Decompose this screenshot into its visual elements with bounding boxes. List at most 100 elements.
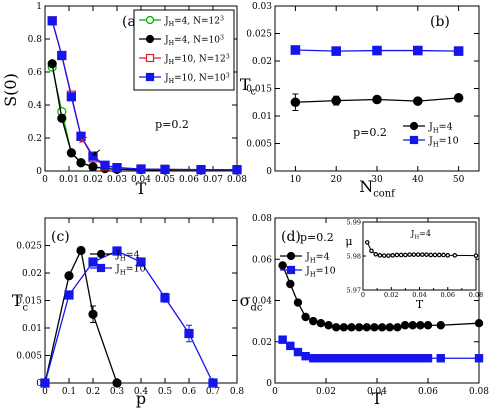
- data-point: [408, 321, 417, 330]
- legend-label-sub: H: [433, 126, 439, 134]
- x-tick-label: 0.08: [469, 291, 483, 299]
- x-tick-label: 0.08: [227, 175, 247, 185]
- data-point: [473, 253, 479, 258]
- data-point: [290, 97, 301, 108]
- legend-marker: [145, 15, 155, 25]
- legend-label-sub: H: [310, 256, 316, 264]
- series-0: [278, 261, 484, 332]
- y-tick-label: 0.015: [16, 297, 42, 307]
- data-point: [373, 252, 379, 257]
- data-point: [160, 164, 170, 174]
- legend-marker: [409, 121, 419, 131]
- data-point: [347, 323, 356, 332]
- data-point: [420, 252, 425, 257]
- x-tick-label: 0.01: [59, 175, 79, 185]
- legend-label-main: J: [164, 55, 169, 65]
- legend-label-sub: H: [169, 40, 175, 47]
- y-tick-label: 0.4: [28, 101, 43, 111]
- x-tick-label: 0.04: [367, 387, 387, 397]
- legend-marker: [96, 249, 106, 259]
- y-tick-label: 0: [266, 379, 272, 389]
- data-point: [393, 354, 402, 363]
- arrow-head: [79, 138, 84, 143]
- data-point: [370, 354, 379, 363]
- series-0: [290, 93, 464, 111]
- data-point: [369, 248, 374, 254]
- data-point: [416, 321, 425, 330]
- legend-label: JH=10: [305, 266, 336, 279]
- data-point: [293, 298, 303, 307]
- legend-label-sub: H: [120, 268, 126, 276]
- data-point: [64, 271, 74, 281]
- legend: JH=4JH=10: [280, 252, 336, 279]
- y-tick-label: 0.015: [246, 85, 272, 95]
- data-point: [136, 257, 146, 267]
- legend-label-sub: H: [169, 78, 175, 85]
- x-tick-label: 10: [290, 175, 302, 185]
- y-tick-label: 0.005: [16, 352, 42, 362]
- legend-label: JH=4: [305, 252, 330, 265]
- data-point: [40, 378, 50, 388]
- data-point: [324, 321, 333, 330]
- data-point: [88, 162, 98, 172]
- data-point: [286, 279, 295, 289]
- series-1: [290, 45, 464, 56]
- data-point: [453, 93, 464, 103]
- y-tick-label: 0.025: [16, 242, 42, 252]
- data-point: [393, 323, 402, 332]
- series-line: [44, 250, 214, 384]
- legend-label-rest: =10, N=10: [174, 74, 226, 84]
- data-point: [76, 158, 86, 168]
- data-point: [424, 252, 429, 257]
- data-point: [112, 378, 122, 388]
- legend-label: JH=4, N=123: [164, 15, 224, 28]
- series-1: [40, 246, 218, 388]
- data-point: [400, 321, 410, 330]
- data-point: [160, 293, 170, 303]
- legend-label-rest: =4: [439, 122, 453, 133]
- legend-label: JH=10: [428, 136, 459, 149]
- legend-marker: [145, 72, 155, 82]
- data-point: [316, 318, 326, 328]
- y-tick-label: 0: [266, 167, 272, 177]
- ann-rest: =4: [419, 229, 431, 238]
- data-point: [66, 148, 77, 158]
- data-point: [436, 321, 445, 330]
- data-point: [354, 354, 364, 363]
- x-tick-label: 0.02: [83, 175, 103, 185]
- legend-marker: [145, 34, 155, 44]
- x-axis-label: T: [372, 389, 383, 408]
- x-tick-label: 50: [453, 175, 465, 185]
- data-point: [232, 165, 242, 175]
- legend-label-main: J: [428, 136, 433, 147]
- ann-sub: H: [414, 235, 419, 241]
- legend-label: JH=10, N=123: [164, 53, 230, 66]
- y-tick-label: 0.01: [22, 324, 42, 334]
- legend-label: JH=10, N=103: [164, 72, 230, 85]
- data-point: [100, 160, 110, 170]
- x-tick-label: 0.04: [412, 291, 426, 299]
- x-tick-label: 0: [42, 387, 48, 397]
- data-point: [394, 252, 400, 258]
- data-point: [398, 252, 404, 258]
- y-axis-label: Tc: [240, 75, 257, 97]
- legend-label-main: J: [305, 252, 310, 263]
- inset-mu: 0 0.02 0.04 0.06 0.08 5.97 5.98 5.99 Tμ JH=4: [345, 219, 483, 312]
- legend-label-sup: 3: [226, 72, 230, 79]
- panel-c: 0 0.1 0.2 0.3 0.4 0.5 0.6 0.7 0.8 0 0.005 0.01 0.015…: [12, 217, 244, 408]
- annotation: p=0.2: [155, 118, 189, 131]
- data-point: [293, 347, 303, 357]
- x-tick-label: 0.5: [158, 387, 173, 397]
- y-tick-label: 0.08: [252, 214, 272, 224]
- data-point: [290, 45, 301, 55]
- data-point: [416, 354, 425, 363]
- x-tick-label: 0.06: [418, 387, 438, 397]
- data-point: [64, 290, 74, 300]
- y-tick-label: 0.2: [28, 134, 42, 144]
- y-axis-label: σdc: [240, 291, 263, 313]
- y-tick-label: 0.04: [252, 297, 272, 307]
- data-point: [408, 354, 417, 363]
- data-point: [112, 163, 122, 173]
- x-tick-label: 0.6: [182, 387, 197, 397]
- legend-label-sub: H: [433, 140, 439, 148]
